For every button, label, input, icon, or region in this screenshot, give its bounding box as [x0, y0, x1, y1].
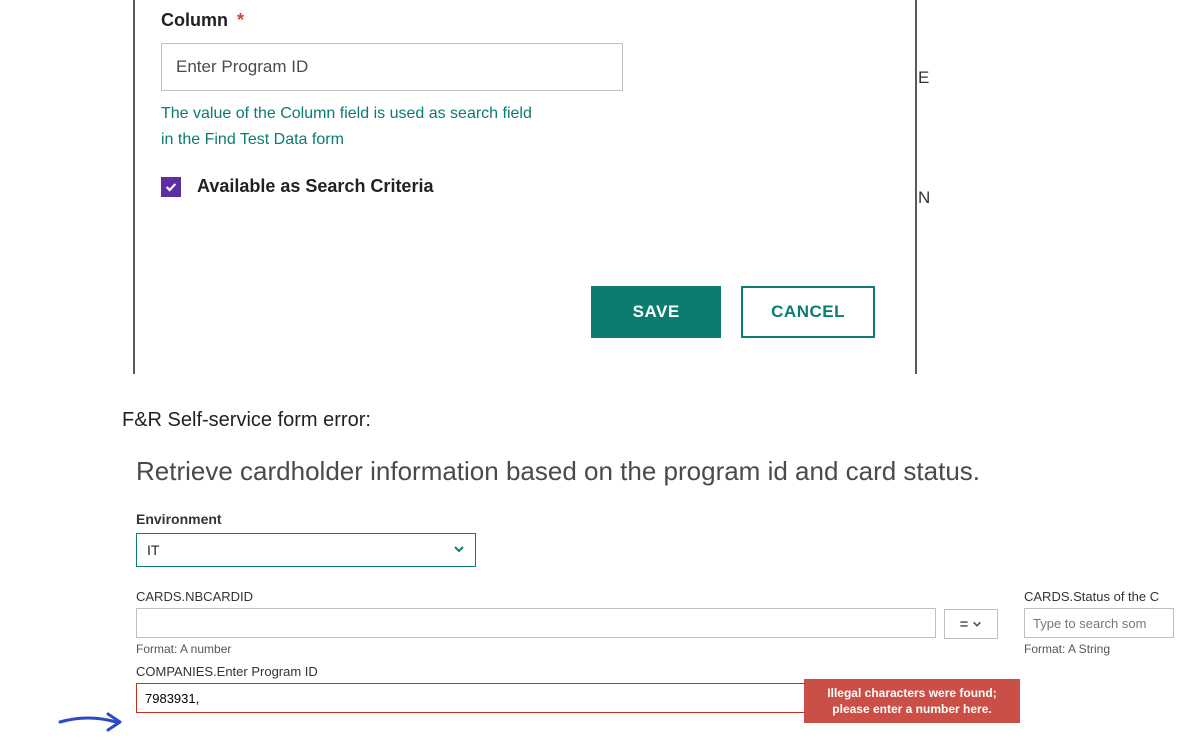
annotation-arrow-icon [58, 706, 130, 736]
card-status-input[interactable] [1024, 608, 1174, 638]
search-criteria-checkbox[interactable] [161, 177, 181, 197]
stray-char-3: N [918, 188, 930, 208]
error-tooltip: Illegal characters were found; please en… [804, 679, 1020, 723]
checkmark-icon [164, 180, 178, 194]
column-input[interactable] [161, 43, 623, 91]
card-status-hint: Format: A String [1024, 642, 1196, 656]
nbcardid-operator[interactable]: = [944, 609, 998, 639]
action-buttons: SAVE CANCEL [591, 286, 875, 338]
search-criteria-row: Available as Search Criteria [161, 176, 889, 197]
error-tooltip-line-1: Illegal characters were found; [827, 686, 996, 700]
environment-value: IT [147, 542, 159, 558]
column-config-panel: Column * The value of the Column field i… [133, 0, 917, 374]
programid-input-wrap: Illegal characters were found; please en… [136, 683, 936, 713]
chevron-down-icon [972, 619, 982, 629]
error-tooltip-line-2: please enter a number here. [832, 702, 991, 716]
environment-label: Environment [136, 511, 1196, 527]
environment-select[interactable]: IT [136, 533, 476, 567]
helper-line-1: The value of the Column field is used as… [161, 105, 532, 122]
stray-char-1: E [918, 68, 929, 88]
cancel-button[interactable]: CANCEL [741, 286, 875, 338]
error-caption: F&R Self-service form error: [122, 409, 371, 432]
column-helper-text: The value of the Column field is used as… [161, 101, 661, 152]
column-label-text: Column [161, 10, 228, 30]
programid-label: COMPANIES.Enter Program ID [136, 664, 1196, 679]
field-row-2: COMPANIES.Enter Program ID Illegal chara… [136, 664, 1196, 713]
nbcardid-label: CARDS.NBCARDID [136, 589, 936, 604]
nbcardid-operator-col: = [944, 589, 1004, 639]
nbcardid-input[interactable] [136, 608, 936, 638]
chevron-down-icon [453, 542, 465, 558]
save-button[interactable]: SAVE [591, 286, 721, 338]
field-row-1: CARDS.NBCARDID Format: A number = CARDS.… [136, 589, 1196, 656]
equals-icon: = [960, 616, 969, 633]
column-field-label: Column * [161, 10, 889, 31]
required-asterisk: * [237, 10, 244, 30]
cancel-button-label: CANCEL [771, 302, 845, 322]
nbcardid-hint: Format: A number [136, 642, 936, 656]
self-service-form: Retrieve cardholder information based on… [136, 456, 1196, 713]
helper-line-2: in the Find Test Data form [161, 131, 344, 148]
save-button-label: SAVE [633, 302, 680, 322]
ss-title: Retrieve cardholder information based on… [136, 456, 1196, 487]
nbcardid-column: CARDS.NBCARDID Format: A number [136, 589, 936, 656]
search-criteria-label: Available as Search Criteria [197, 176, 433, 197]
card-status-column: CARDS.Status of the C Format: A String [1024, 589, 1196, 656]
card-status-label: CARDS.Status of the C [1024, 589, 1196, 604]
